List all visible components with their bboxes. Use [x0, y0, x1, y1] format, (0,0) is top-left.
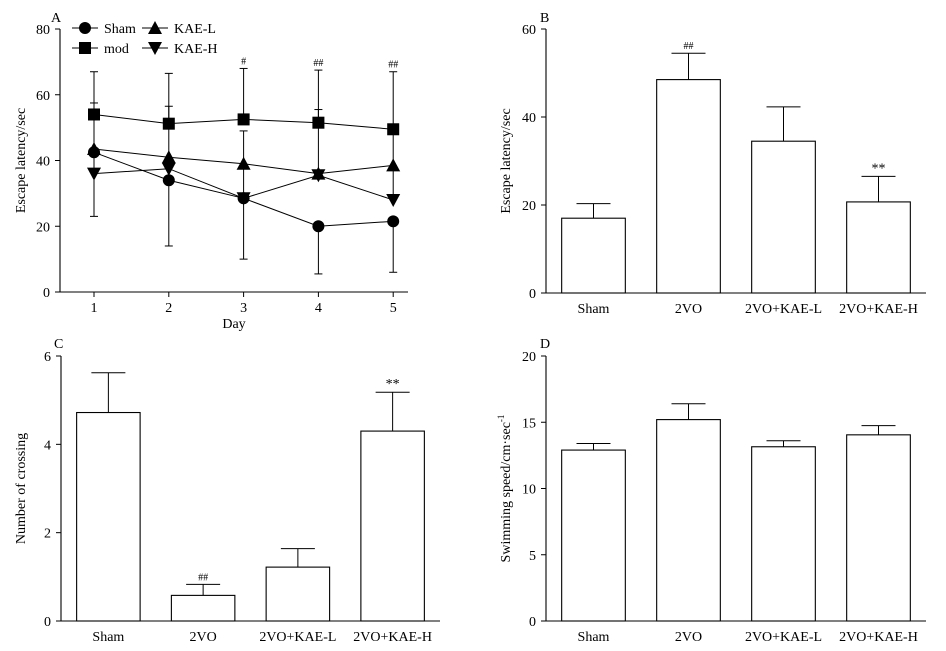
marker-square: [237, 113, 250, 126]
significance-mark: **: [872, 161, 886, 176]
x-tick-label: 2VO: [675, 302, 702, 317]
x-tick-label: Sham: [92, 630, 124, 645]
panel-label: D: [540, 337, 550, 352]
bar-2vo+kae-h: [360, 430, 425, 622]
marker-triangle-up: [148, 21, 162, 34]
marker-triangle-down: [148, 42, 162, 55]
legend-label: Sham: [104, 22, 136, 37]
x-tick-label: 2VO+KAE-L: [745, 302, 822, 317]
y-axis-label: Swimming speed/cm·sec-1: [496, 415, 514, 563]
y-axis-label: Escape latency/sec: [14, 108, 29, 213]
y-tick-label: 40: [522, 111, 536, 126]
x-tick-label: 2VO: [190, 630, 217, 645]
bar-2vo: [656, 79, 721, 294]
legend-label: KAE-H: [174, 42, 218, 57]
legend-item: KAE-L: [142, 21, 216, 37]
y-tick-label: 60: [522, 23, 536, 38]
significance-mark: ##: [313, 58, 323, 69]
significance-mark: ##: [684, 41, 694, 52]
y-tick-label: 20: [36, 220, 50, 235]
x-tick-label: 1: [91, 301, 98, 316]
marker-circle: [162, 174, 175, 187]
marker-triangle-down: [236, 192, 251, 206]
x-tick-label: 2VO: [675, 630, 702, 645]
y-tick-label: 20: [522, 350, 536, 365]
bar-sham: [76, 411, 141, 622]
x-tick-label: 2VO+KAE-H: [839, 630, 918, 645]
bar-2vo+kae-l: [751, 446, 816, 622]
marker-triangle-down: [386, 193, 401, 207]
bar-sham: [561, 217, 626, 294]
x-tick-label: 2VO+KAE-H: [353, 630, 432, 645]
bar-2vo+kae-l: [265, 566, 331, 622]
x-tick-label: 3: [240, 301, 247, 316]
legend-item: Sham: [72, 22, 136, 37]
x-tick-label: 2: [165, 301, 172, 316]
marker-circle: [387, 215, 400, 228]
y-tick-label: 10: [522, 483, 536, 498]
y-tick-label: 0: [529, 615, 536, 630]
bar-2vo: [170, 594, 236, 622]
x-tick-label: Sham: [578, 302, 610, 317]
series-kae-h: [87, 102, 401, 217]
series-mod: [88, 67, 400, 136]
y-tick-label: 80: [36, 23, 50, 38]
marker-circle: [312, 220, 325, 233]
y-tick-label: 15: [522, 416, 536, 431]
y-tick-label: 40: [36, 155, 50, 170]
panel-c: C 0 2 4 6 Number of crossing Sham ## 2VO 2VO+KAE-…: [14, 337, 440, 645]
panel-label: A: [51, 11, 62, 26]
y-axis-label-superscript: -1: [496, 415, 506, 423]
marker-square: [79, 42, 91, 54]
panel-label: C: [54, 337, 63, 352]
marker-circle: [79, 22, 91, 34]
x-tick-label: 5: [390, 301, 397, 316]
x-axis-label: Day: [222, 317, 245, 332]
y-tick-label: 0: [43, 286, 50, 301]
marker-triangle-down: [161, 162, 176, 176]
y-tick-label: 6: [44, 350, 51, 365]
significance-mark: #: [241, 56, 246, 67]
bar-2vo+kae-l: [751, 140, 816, 294]
x-tick-label: Sham: [578, 630, 610, 645]
x-tick-label: 4: [315, 301, 322, 316]
y-tick-label: 0: [529, 287, 536, 302]
y-axis-label: Number of crossing: [14, 433, 29, 544]
bar-2vo+kae-h: [846, 201, 911, 294]
legend-label: mod: [104, 42, 129, 57]
legend: Sham mod KAE-L KAE-H: [72, 21, 218, 57]
bar-sham: [561, 449, 626, 622]
y-axis-label: Escape latency/sec: [499, 108, 514, 213]
y-tick-label: 4: [44, 438, 51, 453]
marker-triangle-down: [87, 167, 101, 181]
bar-2vo+kae-h: [846, 434, 911, 622]
bar-2vo: [656, 419, 721, 622]
legend-item: KAE-H: [142, 42, 218, 57]
significance-mark: ##: [388, 60, 398, 71]
y-tick-label: 60: [36, 89, 50, 104]
significance-mark: **: [386, 377, 400, 392]
y-tick-label: 20: [522, 199, 536, 214]
marker-triangle-down: [311, 169, 326, 183]
panel-b: B 0 20 40 60 Escape latency/sec Sham ## 2VO 2VO+K…: [499, 11, 926, 317]
marker-square: [387, 123, 400, 136]
panel-d: D 0 5 10 15 20 Swimming speed/cm·sec-1 Sham 2VO 2…: [496, 337, 926, 645]
significance-mark: ##: [198, 572, 208, 583]
x-tick-label: 2VO+KAE-H: [839, 302, 918, 317]
y-tick-label: 2: [44, 527, 51, 542]
y-tick-label: 5: [529, 549, 536, 564]
legend-item: mod: [72, 42, 129, 57]
legend-label: KAE-L: [174, 22, 216, 37]
x-tick-label: 2VO+KAE-L: [745, 630, 822, 645]
y-tick-label: 0: [44, 615, 51, 630]
x-tick-label: 2VO+KAE-L: [259, 630, 336, 645]
panel-label: B: [540, 11, 549, 26]
